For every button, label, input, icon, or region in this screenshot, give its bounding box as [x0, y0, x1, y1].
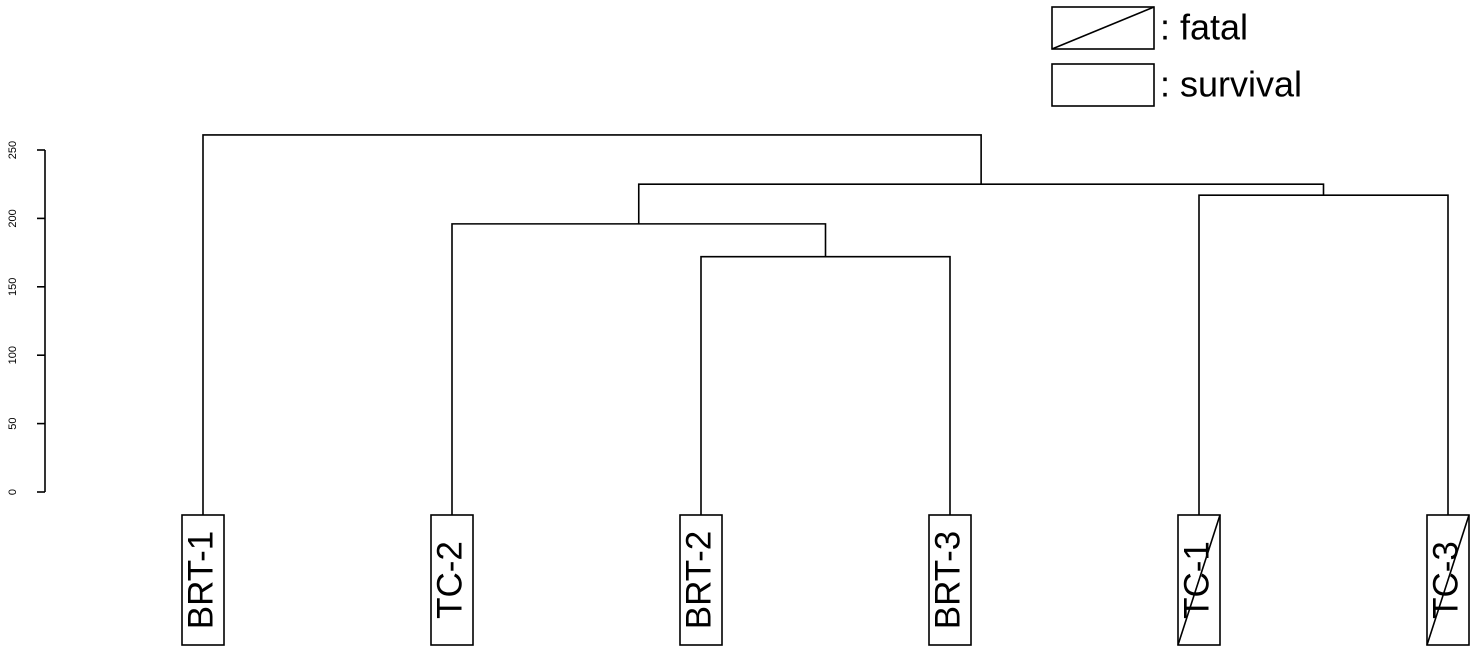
dendrogram-link — [202, 134, 982, 515]
leaf: BRT-3 — [928, 514, 972, 646]
y-tick-label: 200 — [7, 209, 19, 227]
dendrogram-link — [1198, 194, 1449, 515]
leaf: TC-3 — [1426, 514, 1470, 646]
leaf-box — [679, 514, 723, 646]
leaf: BRT-1 — [181, 514, 225, 646]
dendrogram-link — [700, 255, 951, 515]
dendrogram-link — [451, 223, 827, 515]
legend-entry: : survival — [1051, 63, 1302, 107]
leaf-label: BRT-1 — [181, 531, 220, 630]
leaf-label: TC-1 — [1177, 541, 1216, 619]
legend-entry: : fatal — [1051, 6, 1248, 50]
leaf-box — [181, 514, 225, 646]
dendrogram-link — [637, 183, 1325, 224]
y-tick-label: 100 — [7, 346, 19, 364]
y-tick-label: 250 — [7, 141, 19, 159]
y-tick-label: 150 — [7, 278, 19, 296]
leaf: TC-1 — [1177, 514, 1221, 646]
leaf-label: TC-3 — [1426, 541, 1465, 619]
legend-hatch — [1051, 6, 1155, 50]
leaf-label: BRT-3 — [928, 531, 967, 630]
leaf-box — [928, 514, 972, 646]
leaf-box — [430, 514, 474, 646]
legend-box — [1051, 63, 1155, 107]
fatal-hatch — [1426, 514, 1470, 646]
leaf: BRT-2 — [679, 514, 723, 646]
leaf-label: TC-2 — [430, 541, 469, 619]
leaf-label: BRT-2 — [679, 531, 718, 630]
leaf: TC-2 — [430, 514, 474, 646]
fatal-hatch — [1177, 514, 1221, 646]
y-tick-label: 50 — [7, 417, 19, 429]
y-tick-label: 0 — [7, 489, 19, 495]
legend-label: : survival — [1160, 64, 1302, 105]
legend-label: : fatal — [1160, 7, 1248, 48]
